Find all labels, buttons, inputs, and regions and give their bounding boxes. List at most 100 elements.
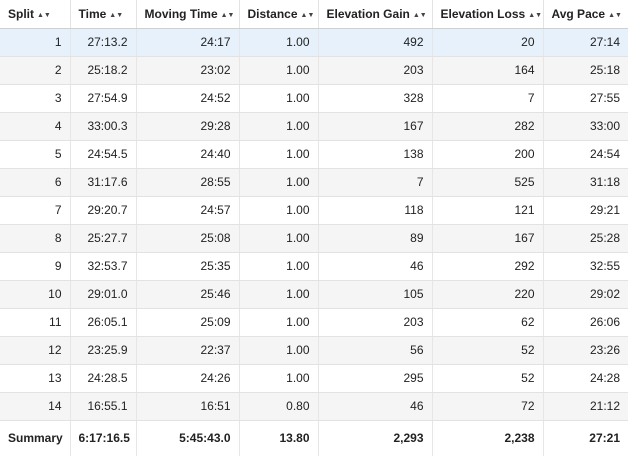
table-row[interactable]: 7 29:20.7 24:57 1.00 118 121 29:21 xyxy=(0,196,628,225)
table-row[interactable]: 13 24:28.5 24:26 1.00 295 52 24:28 xyxy=(0,364,628,393)
elevation-loss-cell: 525 xyxy=(432,168,544,197)
summary-row: Summary 6:17:16.5 5:45:43.0 13.80 2,293 2,238… xyxy=(0,419,628,456)
split-cell: 14 xyxy=(0,392,71,421)
column-header-elevation-gain[interactable]: Elevation Gain ▲▼ xyxy=(318,0,433,29)
split-cell: 4 xyxy=(0,112,71,141)
moving-time-cell: 25:35 xyxy=(136,252,240,281)
distance-cell: 1.00 xyxy=(239,168,319,197)
column-header-distance[interactable]: Distance ▲▼ xyxy=(239,0,319,29)
time-cell: 27:54.9 xyxy=(70,84,137,113)
table-row[interactable]: 8 25:27.7 25:08 1.00 89 167 25:28 xyxy=(0,224,628,253)
table-row[interactable]: 2 25:18.2 23:02 1.00 203 164 25:18 xyxy=(0,56,628,85)
time-cell: 29:20.7 xyxy=(70,196,137,225)
time-cell: 25:27.7 xyxy=(70,224,137,253)
split-cell: 6 xyxy=(0,168,71,197)
elevation-gain-cell: 7 xyxy=(318,168,433,197)
distance-cell: 1.00 xyxy=(239,140,319,169)
split-cell: 11 xyxy=(0,308,71,337)
distance-cell: 1.00 xyxy=(239,364,319,393)
column-header-split[interactable]: Split ▲▼ xyxy=(0,0,71,29)
distance-cell: 1.00 xyxy=(239,252,319,281)
table-row[interactable]: 12 23:25.9 22:37 1.00 56 52 23:26 xyxy=(0,336,628,365)
avg-pace-cell: 26:06 xyxy=(543,308,628,337)
avg-pace-cell: 27:55 xyxy=(543,84,628,113)
column-header-label: Split xyxy=(8,6,34,21)
elevation-loss-cell: 52 xyxy=(432,336,544,365)
elevation-gain-cell: 203 xyxy=(318,308,433,337)
table-row[interactable]: 5 24:54.5 24:40 1.00 138 200 24:54 xyxy=(0,140,628,169)
table-row[interactable]: 11 26:05.1 25:09 1.00 203 62 26:06 xyxy=(0,308,628,337)
split-cell: 8 xyxy=(0,224,71,253)
moving-time-cell: 25:09 xyxy=(136,308,240,337)
split-cell: 3 xyxy=(0,84,71,113)
summary-distance-cell: 13.80 xyxy=(239,419,319,456)
distance-cell: 1.00 xyxy=(239,308,319,337)
elevation-loss-cell: 167 xyxy=(432,224,544,253)
moving-time-cell: 16:51 xyxy=(136,392,240,421)
table-row[interactable]: 1 27:13.2 24:17 1.00 492 20 27:14 xyxy=(0,28,628,57)
distance-cell: 1.00 xyxy=(239,280,319,309)
elevation-gain-cell: 118 xyxy=(318,196,433,225)
table-row[interactable]: 6 31:17.6 28:55 1.00 7 525 31:18 xyxy=(0,168,628,197)
time-cell: 32:53.7 xyxy=(70,252,137,281)
column-header-elevation-loss[interactable]: Elevation Loss ▲▼ xyxy=(432,0,544,29)
column-header-time[interactable]: Time ▲▼ xyxy=(70,0,137,29)
split-cell: 13 xyxy=(0,364,71,393)
table-row[interactable]: 4 33:00.3 29:28 1.00 167 282 33:00 xyxy=(0,112,628,141)
summary-elevation-gain-cell: 2,293 xyxy=(318,419,433,456)
moving-time-cell: 28:55 xyxy=(136,168,240,197)
distance-cell: 1.00 xyxy=(239,112,319,141)
elevation-loss-cell: 121 xyxy=(432,196,544,225)
elevation-gain-cell: 105 xyxy=(318,280,433,309)
split-cell: 1 xyxy=(0,28,71,57)
split-cell: 7 xyxy=(0,196,71,225)
distance-cell: 1.00 xyxy=(239,84,319,113)
distance-cell: 1.00 xyxy=(239,336,319,365)
sort-arrows-icon[interactable]: ▲▼ xyxy=(412,11,427,19)
avg-pace-cell: 31:18 xyxy=(543,168,628,197)
elevation-loss-cell: 52 xyxy=(432,364,544,393)
elevation-loss-cell: 7 xyxy=(432,84,544,113)
time-cell: 27:13.2 xyxy=(70,28,137,57)
split-cell: 10 xyxy=(0,280,71,309)
time-cell: 25:18.2 xyxy=(70,56,137,85)
distance-cell: 1.00 xyxy=(239,28,319,57)
time-cell: 26:05.1 xyxy=(70,308,137,337)
column-header-moving-time[interactable]: Moving Time ▲▼ xyxy=(136,0,240,29)
table-row[interactable]: 9 32:53.7 25:35 1.00 46 292 32:55 xyxy=(0,252,628,281)
elevation-gain-cell: 46 xyxy=(318,392,433,421)
split-cell: 2 xyxy=(0,56,71,85)
table-row[interactable]: 10 29:01.0 25:46 1.00 105 220 29:02 xyxy=(0,280,628,309)
split-cell: 5 xyxy=(0,140,71,169)
sort-arrows-icon[interactable]: ▲▼ xyxy=(528,11,543,19)
sort-arrows-icon[interactable]: ▲▼ xyxy=(37,11,51,19)
split-cell: 12 xyxy=(0,336,71,365)
elevation-gain-cell: 138 xyxy=(318,140,433,169)
avg-pace-cell: 21:12 xyxy=(543,392,628,421)
elevation-gain-cell: 56 xyxy=(318,336,433,365)
time-cell: 24:54.5 xyxy=(70,140,137,169)
moving-time-cell: 29:28 xyxy=(136,112,240,141)
column-header-avg-pace[interactable]: Avg Pace ▲▼ xyxy=(543,0,628,29)
time-cell: 23:25.9 xyxy=(70,336,137,365)
elevation-gain-cell: 203 xyxy=(318,56,433,85)
table-row[interactable]: 3 27:54.9 24:52 1.00 328 7 27:55 xyxy=(0,84,628,113)
table-row[interactable]: 14 16:55.1 16:51 0.80 46 72 21:12 xyxy=(0,392,628,421)
elevation-gain-cell: 167 xyxy=(318,112,433,141)
avg-pace-cell: 25:18 xyxy=(543,56,628,85)
moving-time-cell: 24:40 xyxy=(136,140,240,169)
distance-cell: 1.00 xyxy=(239,196,319,225)
sort-arrows-icon[interactable]: ▲▼ xyxy=(608,11,622,19)
avg-pace-cell: 24:54 xyxy=(543,140,628,169)
column-header-label: Elevation Loss xyxy=(440,6,526,21)
elevation-loss-cell: 20 xyxy=(432,28,544,57)
distance-cell: 1.00 xyxy=(239,224,319,253)
sort-arrows-icon[interactable]: ▲▼ xyxy=(220,11,235,19)
elevation-loss-cell: 220 xyxy=(432,280,544,309)
time-cell: 29:01.0 xyxy=(70,280,137,309)
header-row: Split ▲▼ Time ▲▼ Moving Time ▲▼ Distance ▲▼ … xyxy=(0,0,628,29)
column-header-label: Avg Pace xyxy=(551,6,606,21)
sort-arrows-icon[interactable]: ▲▼ xyxy=(109,11,124,19)
sort-arrows-icon[interactable]: ▲▼ xyxy=(300,11,315,19)
